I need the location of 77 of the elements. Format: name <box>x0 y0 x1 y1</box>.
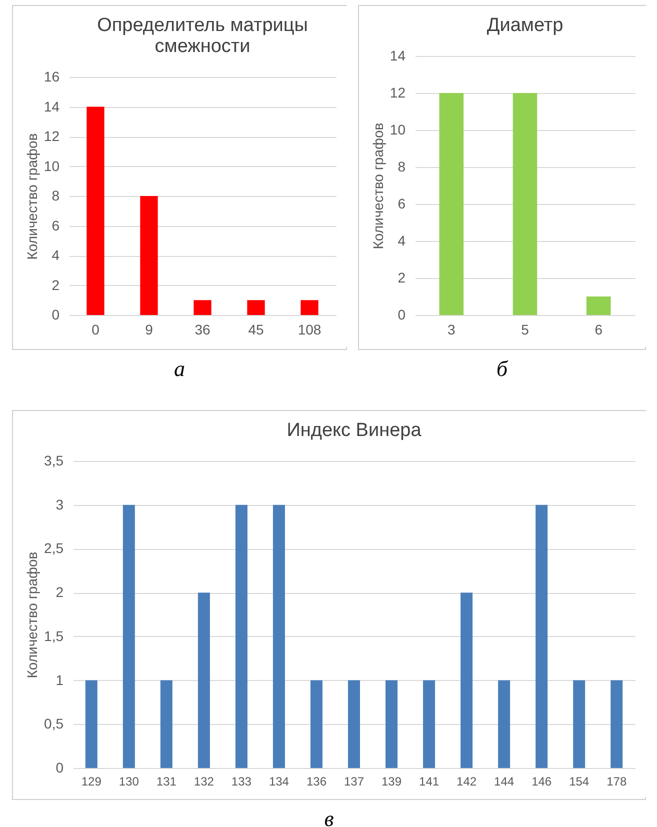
bar <box>610 680 623 768</box>
x-tick-label: 178 <box>606 774 627 788</box>
y-tick-label: 2,5 <box>44 540 64 556</box>
y-tick-label: 12 <box>44 128 60 144</box>
x-tick-label: 154 <box>569 774 590 788</box>
y-axis-title: Количество графов <box>370 122 386 250</box>
text: б <box>495 356 509 382</box>
x-tick-label: 134 <box>268 774 290 788</box>
x-tick-label: 132 <box>194 774 214 788</box>
bar <box>247 300 265 315</box>
y-tick-label: 8 <box>398 158 406 174</box>
y-tick-label: 0,5 <box>44 716 64 732</box>
bar <box>85 680 98 768</box>
x-tick-label: 141 <box>419 774 440 788</box>
y-tick-label: 6 <box>52 217 60 234</box>
y-tick-label: 4 <box>52 247 60 263</box>
bar <box>573 680 586 768</box>
y-tick-label: 0 <box>52 306 60 322</box>
y-tick-label: 8 <box>52 188 60 204</box>
x-tick-label: 146 <box>532 774 552 788</box>
bar <box>536 504 548 768</box>
x-tick-label: 133 <box>231 774 252 788</box>
x-tick-label: 6 <box>594 322 603 338</box>
bar <box>348 680 360 768</box>
y-tick-label: 0 <box>56 760 64 776</box>
bar <box>386 680 398 768</box>
bar <box>160 680 172 768</box>
y-tick-label: 3 <box>56 496 64 512</box>
bar <box>310 680 322 768</box>
bar <box>122 504 135 768</box>
y-tick-label: 1,5 <box>44 628 64 644</box>
x-tick-label: 129 <box>81 774 102 788</box>
x-tick-label: 139 <box>382 774 402 788</box>
x-tick-label: 5 <box>521 322 530 338</box>
x-tick-label: 142 <box>456 774 477 788</box>
x-tick-label: 108 <box>298 322 322 338</box>
y-tick-label: 2 <box>52 276 60 293</box>
x-tick-label: 3 <box>448 322 456 338</box>
bar <box>300 300 318 315</box>
x-tick-label: 45 <box>248 322 264 338</box>
chart-title: Определитель матрицы смежности <box>97 15 308 57</box>
bar <box>194 300 212 315</box>
y-tick-label: 12 <box>390 84 406 100</box>
y-tick-label: 2 <box>56 584 64 600</box>
text: в <box>323 806 335 827</box>
y-tick-label: 16 <box>44 68 60 84</box>
text: а <box>173 356 186 382</box>
bar <box>235 504 248 768</box>
y-tick-label: 2 <box>398 270 406 286</box>
y-tick-label: 3,5 <box>44 452 64 468</box>
x-tick-label: 9 <box>145 322 154 338</box>
y-axis-title: Количество графов <box>24 552 40 678</box>
y-tick-label: 6 <box>398 196 406 212</box>
chart-title: Индекс Винера <box>286 420 422 441</box>
y-axis-title: Количество графов <box>24 133 40 260</box>
y-tick-label: 14 <box>44 98 60 114</box>
x-tick-label: 0 <box>92 322 100 338</box>
y-tick-label: 1 <box>56 672 64 688</box>
y-tick-label: 10 <box>44 158 60 174</box>
y-tick-label: 0 <box>398 306 406 322</box>
y-tick-label: 4 <box>398 232 406 248</box>
x-tick-label: 131 <box>156 774 177 788</box>
y-tick-label: 14 <box>390 48 406 64</box>
chart-title: Диаметр <box>486 15 564 36</box>
x-tick-label: 130 <box>118 774 140 788</box>
bar <box>140 196 158 315</box>
x-tick-label: 144 <box>494 774 514 788</box>
bar <box>498 680 510 768</box>
y-tick-label: 10 <box>390 122 406 138</box>
x-tick-label: 137 <box>344 774 364 788</box>
bar <box>86 106 104 315</box>
bar <box>460 592 473 768</box>
x-tick-label: 36 <box>194 322 210 338</box>
bar <box>272 504 285 768</box>
bar <box>423 680 436 768</box>
bar <box>198 592 210 768</box>
x-tick-label: 136 <box>306 774 327 788</box>
